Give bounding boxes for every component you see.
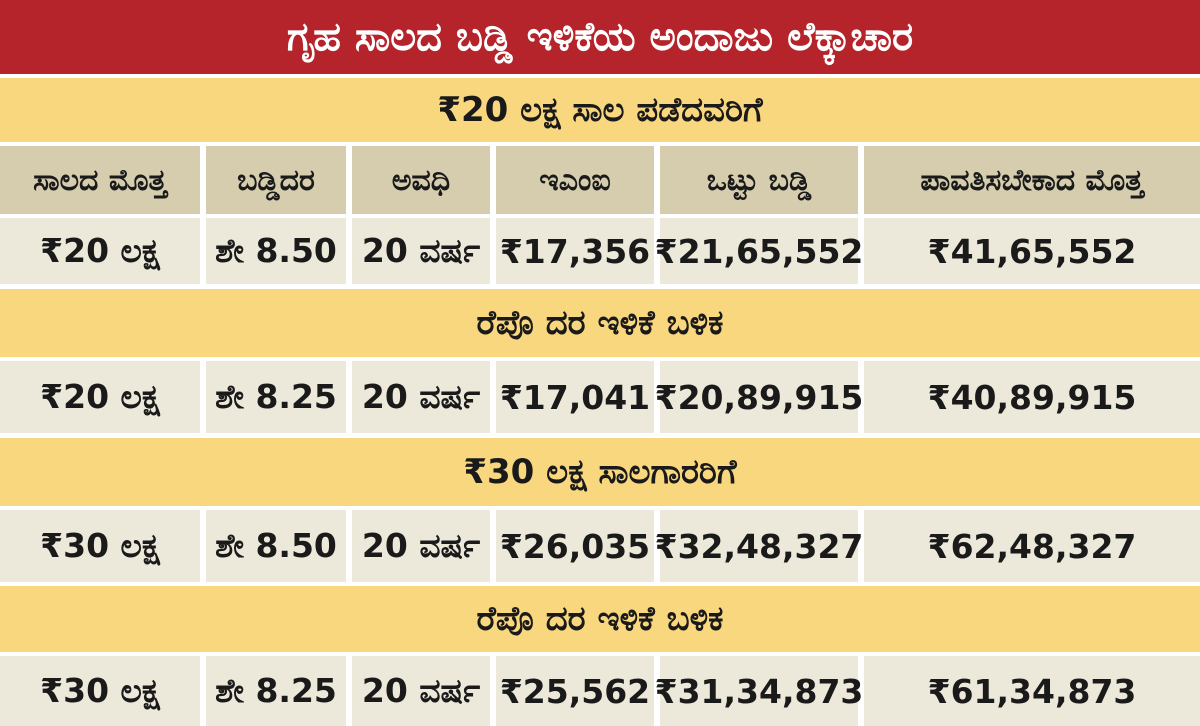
tenure-cell: 20 ವರ್ಷ <box>352 218 490 284</box>
interest-rate-cell: ಶೇ 8.25 <box>206 656 346 726</box>
interest-rate-cell: ಶೇ 8.25 <box>206 361 346 433</box>
column-header-total-payable: ಪಾವತಿಸಬೇಕಾದ ಮೊತ್ತ <box>864 146 1200 214</box>
section-heading: ₹30 ಲಕ್ಷ ಸಾಲಗಾರರಿಗೆ <box>0 438 1200 506</box>
total-interest-cell: ₹20,89,915 <box>655 361 863 433</box>
total-interest-cell: ₹32,48,327 <box>655 510 863 582</box>
total-payable-cell: ₹61,34,873 <box>864 656 1200 726</box>
loan-amount-cell: ₹20 ಲಕ್ಷ <box>0 218 200 284</box>
emi-cell: ₹26,035 <box>496 510 654 582</box>
table-row: ₹20 ಲಕ್ಷ ಶೇ 8.50 20 ವರ್ಷ ₹17,356 ₹21,65,… <box>0 218 1200 284</box>
total-payable-cell: ₹41,65,552 <box>864 218 1200 284</box>
loan-amount-cell: ₹30 ಲಕ್ಷ <box>0 510 200 582</box>
table-row: ₹30 ಲಕ್ಷ ಶೇ 8.50 20 ವರ್ಷ ₹26,035 ₹32,48,… <box>0 510 1200 582</box>
column-header-emi: ಇಎಂಐ <box>496 146 654 214</box>
tenure-cell: 20 ವರ್ಷ <box>352 510 490 582</box>
column-header-loan-amount: ಸಾಲದ ಮೊತ್ತ <box>0 146 200 214</box>
tenure-cell: 20 ವರ್ಷ <box>352 361 490 433</box>
loan-amount-cell: ₹20 ಲಕ್ಷ <box>0 361 200 433</box>
column-header-row: ಸಾಲದ ಮೊತ್ತ ಬಡ್ಡಿದರ ಅವಧಿ ಇಎಂಐ ಒಟ್ಟು ಬಡ್ಡಿ… <box>0 146 1200 214</box>
total-interest-cell: ₹21,65,552 <box>655 218 863 284</box>
interest-rate-cell: ಶೇ 8.50 <box>206 218 346 284</box>
column-header-total-interest: ಒಟ್ಟು ಬಡ್ಡಿ <box>660 146 858 214</box>
total-interest-cell: ₹31,34,873 <box>655 656 863 726</box>
total-payable-cell: ₹40,89,915 <box>864 361 1200 433</box>
tenure-cell: 20 ವರ್ಷ <box>352 656 490 726</box>
section-heading: ರೆಪೊ ದರ ಇಳಿಕೆ ಬಳಿಕ <box>0 289 1200 357</box>
total-payable-cell: ₹62,48,327 <box>864 510 1200 582</box>
column-header-tenure: ಅವಧಿ <box>352 146 490 214</box>
section-heading: ರೆಪೊ ದರ ಇಳಿಕೆ ಬಳಿಕ <box>0 586 1200 652</box>
column-header-interest-rate: ಬಡ್ಡಿದರ <box>206 146 346 214</box>
loan-amount-cell: ₹30 ಲಕ್ಷ <box>0 656 200 726</box>
emi-cell: ₹17,041 <box>496 361 654 433</box>
table-row: ₹30 ಲಕ್ಷ ಶೇ 8.25 20 ವರ್ಷ ₹25,562 ₹31,34,… <box>0 656 1200 726</box>
emi-cell: ₹25,562 <box>496 656 654 726</box>
table-row: ₹20 ಲಕ್ಷ ಶೇ 8.25 20 ವರ್ಷ ₹17,041 ₹20,89,… <box>0 361 1200 433</box>
section-heading: ₹20 ಲಕ್ಷ ಸಾಲ ಪಡೆದವರಿಗೆ <box>0 78 1200 142</box>
emi-cell: ₹17,356 <box>496 218 654 284</box>
interest-rate-cell: ಶೇ 8.50 <box>206 510 346 582</box>
table-title: ಗೃಹ ಸಾಲದ ಬಡ್ಡಿ ಇಳಿಕೆಯ ಅಂದಾಜು ಲೆಕ್ಕಾಚಾರ <box>0 0 1200 74</box>
